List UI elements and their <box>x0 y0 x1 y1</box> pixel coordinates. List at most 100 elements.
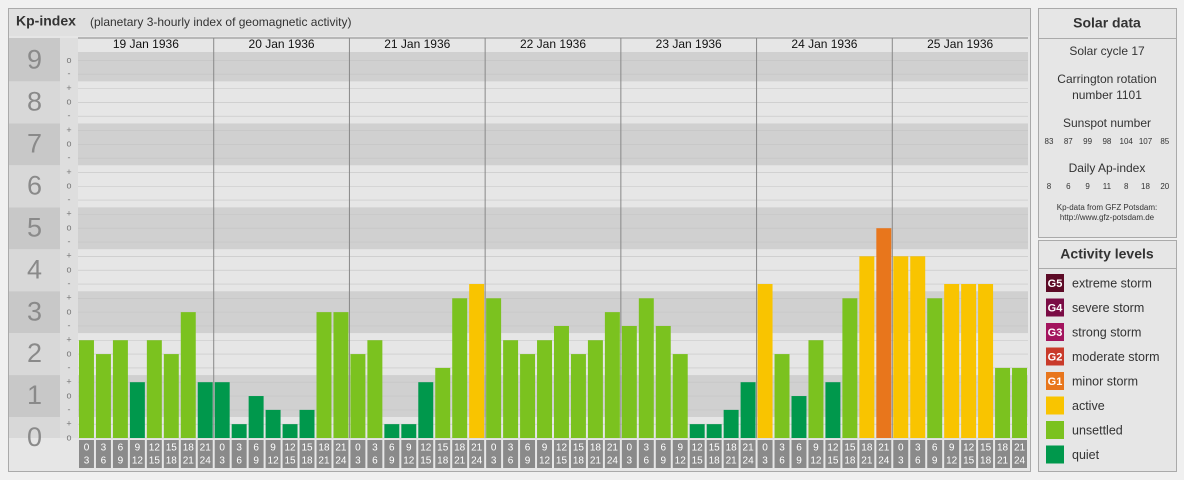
hour-box <box>197 440 213 468</box>
legend-badge: G4 <box>1048 302 1064 314</box>
bar <box>197 382 213 438</box>
hour-label: 21 <box>997 456 1009 467</box>
hour-box <box>978 440 994 468</box>
bar <box>537 340 552 438</box>
label-band <box>9 38 60 82</box>
hour-label: 21 <box>335 443 347 454</box>
legend-label: moderate storm <box>1072 350 1160 364</box>
bar <box>961 284 977 438</box>
label-band <box>9 207 60 250</box>
hour-label: 12 <box>692 443 704 454</box>
hour-box <box>961 440 977 468</box>
hour-box <box>248 440 264 468</box>
bar <box>689 424 705 438</box>
legend-swatch <box>1046 372 1064 390</box>
day-label: 22 Jan 1936 <box>520 37 586 51</box>
bar <box>570 354 586 438</box>
legend-label: unsettled <box>1072 423 1123 437</box>
hour-label: 12 <box>539 456 551 467</box>
minor-tick-label: o <box>66 139 71 149</box>
hour-label: 0 <box>491 443 497 454</box>
bar <box>740 382 756 438</box>
y-tick-label: 7 <box>27 128 42 158</box>
minor-tick-label: o <box>66 181 71 191</box>
hour-label: 18 <box>997 443 1009 454</box>
minor-tick-label: o <box>66 265 71 275</box>
day-label: 21 Jan 1936 <box>384 37 450 51</box>
label-band <box>9 417 60 438</box>
hour-box <box>1012 440 1027 468</box>
legend-swatch <box>1046 274 1064 292</box>
hour-label: 18 <box>980 456 992 467</box>
day-label: 24 Jan 1936 <box>791 37 857 51</box>
hour-box <box>944 440 960 468</box>
sunspots-value: 104 <box>1120 137 1134 146</box>
bar <box>978 284 994 438</box>
hour-label: 12 <box>827 443 839 454</box>
hour-box <box>587 440 603 468</box>
y-tick-label: 6 <box>27 170 42 200</box>
hour-label: 6 <box>508 456 514 467</box>
hour-box <box>995 440 1011 468</box>
bar <box>95 354 111 438</box>
hour-label: 6 <box>118 443 124 454</box>
day-header <box>213 38 350 52</box>
hour-label: 9 <box>677 443 683 454</box>
hour-box <box>808 440 824 468</box>
sunspots-value: 85 <box>1160 137 1169 146</box>
hour-label: 3 <box>644 443 650 454</box>
ap-value: 20 <box>1160 182 1169 191</box>
minor-tick-label: o <box>66 55 71 65</box>
hour-label: 3 <box>355 456 361 467</box>
hour-label: 3 <box>898 456 904 467</box>
hour-box <box>621 440 637 468</box>
legend-badge: G5 <box>1048 278 1063 290</box>
hour-label: 6 <box>372 456 378 467</box>
hour-box <box>554 440 569 468</box>
minor-tick-label: o <box>66 432 71 442</box>
hour-box <box>910 440 926 468</box>
hour-box <box>469 440 485 468</box>
hour-box <box>129 440 145 468</box>
hour-label: 21 <box>200 443 212 454</box>
hour-label: 12 <box>403 456 415 467</box>
hour-label: 6 <box>253 443 259 454</box>
bar <box>367 340 383 438</box>
hour-label: 21 <box>183 456 195 467</box>
hour-label: 12 <box>420 443 432 454</box>
hour-label: 15 <box>827 456 839 467</box>
minor-tick-label: - <box>68 153 71 163</box>
hour-label: 3 <box>508 443 514 454</box>
hour-label: 24 <box>743 456 755 467</box>
legend-label: active <box>1072 399 1105 413</box>
y-tick-label: 4 <box>27 254 42 284</box>
bar <box>299 409 315 438</box>
bar <box>333 312 349 438</box>
y-tick-label: 5 <box>27 212 42 242</box>
bar <box>927 298 943 438</box>
hour-label: 24 <box>471 456 483 467</box>
band <box>78 52 1028 82</box>
y-tick-label: 3 <box>27 296 42 326</box>
hour-label: 15 <box>692 456 704 467</box>
legend-swatch <box>1046 347 1064 366</box>
y-tick-label: 1 <box>27 380 42 410</box>
hour-label: 18 <box>844 456 856 467</box>
minor-tick-label: + <box>66 125 71 135</box>
bar <box>621 325 637 438</box>
bar <box>893 256 909 438</box>
bar <box>859 256 875 438</box>
hour-label: 6 <box>101 456 107 467</box>
hour-box <box>401 440 417 468</box>
hour-label: 12 <box>946 456 958 467</box>
hour-label: 9 <box>932 456 938 467</box>
hour-box <box>774 440 790 468</box>
bar <box>435 367 451 438</box>
hour-label: 6 <box>932 443 938 454</box>
bar <box>401 424 417 438</box>
hour-box <box>282 440 298 468</box>
hour-box <box>265 440 281 468</box>
minor-tick-label: - <box>68 404 71 414</box>
title-bar <box>9 9 1030 36</box>
minor-tick-label: + <box>66 335 71 345</box>
